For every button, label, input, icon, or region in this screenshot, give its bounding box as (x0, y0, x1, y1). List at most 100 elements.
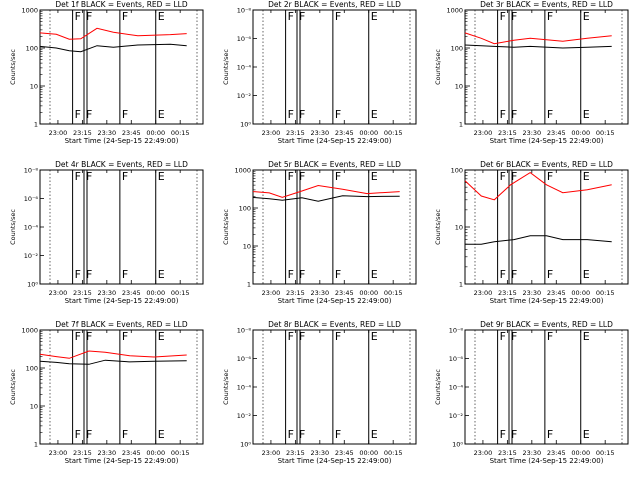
y-axis-label: Counts/sec (222, 369, 230, 405)
marker-label: F (122, 330, 128, 343)
panel-title: Det 2r BLACK = Events, RED = LLD (268, 0, 401, 9)
x-tick-label: 00:15 (171, 129, 190, 137)
y-tick-label: 10⁻⁶ (237, 35, 252, 43)
lld-series-line (39, 350, 187, 359)
y-tick-label: 10 (243, 243, 251, 251)
x-axis-label: Start Time (24-Sep-15 22:49:00) (490, 457, 604, 465)
panel-title: Det 8r BLACK = Events, RED = LLD (268, 320, 401, 329)
plot-frame (39, 169, 204, 285)
x-tick-label: 23:30 (97, 449, 116, 457)
panel-2: Det 2r BLACK = Events, RED = LLD Counts/s… (222, 0, 417, 145)
x-tick-label: 23:30 (522, 289, 541, 297)
marker-label: E (371, 330, 378, 343)
marker-label: E (371, 428, 378, 441)
marker-label: F (500, 170, 506, 183)
x-tick-label: 23:45 (335, 129, 354, 137)
x-axis-label: Start Time (24-Sep-15 22:49:00) (278, 297, 392, 305)
y-tick-label: 1000 (21, 327, 38, 335)
marker-label: F (335, 428, 341, 441)
marker-label: F (75, 330, 81, 343)
plot-frame (39, 9, 204, 125)
x-tick-label: 23:00 (49, 129, 68, 137)
x-tick-label: 23:00 (49, 449, 68, 457)
x-axis-label: Start Time (24-Sep-15 22:49:00) (490, 297, 604, 305)
marker-label: F (335, 108, 341, 121)
x-tick-label: 23:45 (122, 129, 141, 137)
marker-label: F (122, 10, 128, 23)
marker-label: F (299, 268, 305, 281)
x-tick-label: 23:30 (310, 449, 329, 457)
marker-label: F (335, 330, 341, 343)
x-tick-label: 23:45 (335, 449, 354, 457)
panel-3: Det 3r BLACK = Events, RED = LLD Counts/s… (434, 0, 629, 145)
marker-label: F (288, 330, 294, 343)
marker-label: E (583, 108, 590, 121)
marker-label: F (299, 428, 305, 441)
x-tick-label: 00:15 (171, 289, 190, 297)
marker-label: E (583, 428, 590, 441)
x-tick-label: 23:30 (522, 449, 541, 457)
marker-label: E (583, 268, 590, 281)
x-tick-label: 23:00 (262, 129, 281, 137)
y-tick-label: 10⁻⁶ (237, 355, 252, 363)
marker-label: F (122, 268, 128, 281)
marker-label: F (299, 330, 305, 343)
x-tick-label: 00:15 (384, 129, 403, 137)
marker-label: E (158, 330, 165, 343)
plot-frame (252, 169, 417, 285)
y-tick-label: 10⁰ (240, 441, 251, 449)
events-series-line (464, 44, 612, 49)
x-tick-label: 23:45 (547, 129, 566, 137)
plot-frame (252, 9, 417, 125)
marker-label: F (288, 170, 294, 183)
marker-label: F (547, 170, 553, 183)
marker-label: F (500, 268, 506, 281)
panel-title: Det 9r BLACK = Events, RED = LLD (480, 320, 613, 329)
panel-8: Det 8r BLACK = Events, RED = LLD Counts/s… (222, 320, 417, 465)
x-tick-label: 00:15 (596, 449, 615, 457)
x-tick-label: 00:00 (146, 129, 165, 137)
marker-label: F (86, 268, 92, 281)
marker-label: F (75, 10, 81, 23)
y-tick-label: 10⁻⁶ (24, 195, 39, 203)
y-tick-label: 10⁻⁴ (237, 384, 252, 392)
y-tick-label: 1 (34, 441, 38, 449)
x-tick-label: 23:15 (498, 449, 517, 457)
events-series-line (39, 43, 187, 53)
x-tick-label: 00:00 (571, 289, 590, 297)
y-tick-label: 10⁰ (240, 121, 251, 129)
plot-frame (464, 9, 629, 125)
y-tick-label: 10⁻⁴ (24, 224, 39, 232)
x-tick-label: 23:45 (122, 449, 141, 457)
x-tick-label: 23:15 (286, 129, 305, 137)
marker-label: F (299, 10, 305, 23)
x-tick-label: 00:00 (571, 449, 590, 457)
marker-label: F (547, 108, 553, 121)
y-tick-label: 10⁻⁴ (449, 384, 464, 392)
x-tick-label: 00:15 (596, 289, 615, 297)
marker-label: F (75, 170, 81, 183)
marker-label: F (547, 428, 553, 441)
x-tick-label: 23:15 (73, 129, 92, 137)
x-tick-label: 23:30 (310, 129, 329, 137)
y-tick-label: 10⁻⁸ (237, 7, 252, 15)
x-tick-label: 23:00 (474, 449, 493, 457)
y-axis-label: Counts/sec (9, 49, 17, 85)
y-tick-label: 1 (34, 121, 38, 129)
marker-label: F (511, 10, 517, 23)
marker-label: F (511, 330, 517, 343)
x-tick-label: 23:15 (286, 449, 305, 457)
y-axis-label: Counts/sec (9, 369, 17, 405)
x-axis-label: Start Time (24-Sep-15 22:49:00) (65, 297, 179, 305)
marker-label: E (158, 428, 165, 441)
marker-label: F (86, 170, 92, 183)
panel-title: Det 1f BLACK = Events, RED = LLD (55, 0, 188, 9)
panel-7: Det 7f BLACK = Events, RED = LLD Counts/s… (9, 320, 204, 465)
x-tick-label: 00:00 (359, 289, 378, 297)
marker-label: F (547, 330, 553, 343)
marker-label: F (500, 10, 506, 23)
x-tick-label: 23:45 (335, 289, 354, 297)
panel-title: Det 6r BLACK = Events, RED = LLD (480, 160, 613, 169)
panel-title: Det 4r BLACK = Events, RED = LLD (55, 160, 188, 169)
